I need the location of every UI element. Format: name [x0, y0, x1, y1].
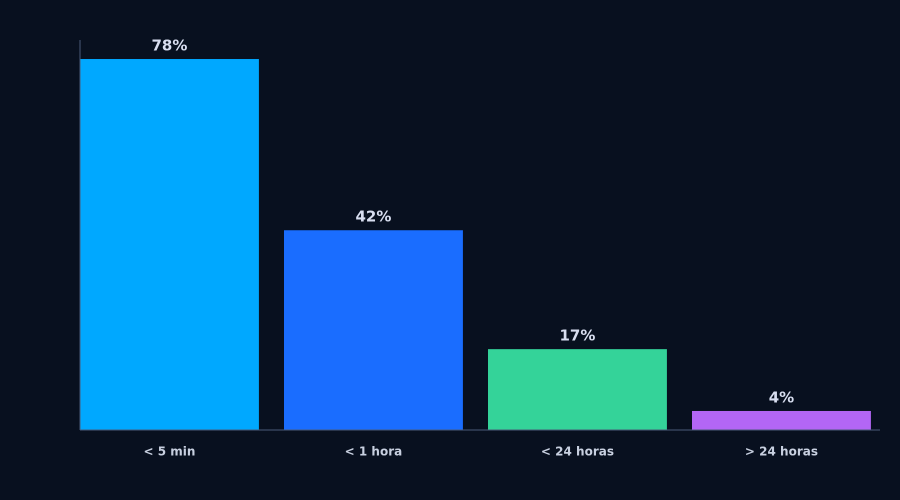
x-tick-label: < 5 min	[143, 445, 195, 459]
x-tick-label: < 1 hora	[345, 445, 403, 459]
x-tick-label: > 24 horas	[745, 445, 818, 459]
value-label: 4%	[769, 388, 794, 406]
x-tick-label: < 24 horas	[541, 445, 614, 459]
value-label: 17%	[560, 327, 596, 345]
bar	[692, 410, 871, 430]
value-label: 42%	[356, 208, 392, 226]
bar	[488, 349, 667, 430]
bar	[80, 59, 259, 431]
value-label: 78%	[152, 37, 188, 55]
bar	[284, 230, 463, 430]
